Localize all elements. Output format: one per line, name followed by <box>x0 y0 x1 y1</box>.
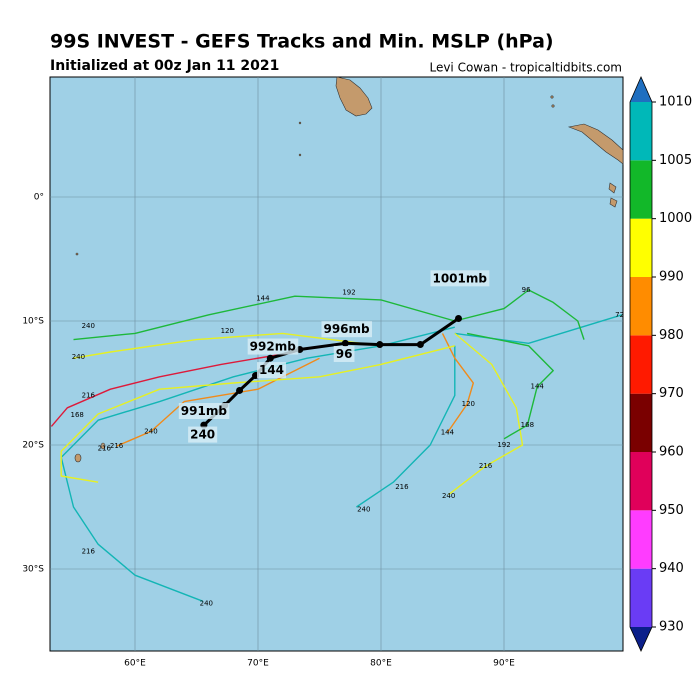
pressure-label: 144 <box>259 363 284 377</box>
track <box>73 295 455 341</box>
colorbar-segment <box>630 277 652 336</box>
hour-label: 240 <box>72 353 85 361</box>
mean-dot <box>416 341 424 349</box>
lat-label: 30°S <box>22 565 44 575</box>
pressure-label: 991mb <box>181 404 228 418</box>
mean-dot <box>341 339 349 347</box>
track <box>466 332 554 440</box>
label-box <box>256 362 287 379</box>
mean-dot <box>236 386 244 394</box>
colorbar-label: 1000 <box>659 211 692 226</box>
colorbar-label: 950 <box>659 503 684 518</box>
track <box>441 333 474 433</box>
hour-label: 216 <box>395 483 409 491</box>
hour-label: 216 <box>98 445 112 453</box>
pressure-label: 1001mb <box>432 271 487 285</box>
lon-label: 60°E <box>124 659 146 669</box>
credit: Levi Cowan - tropicaltidbits.com <box>429 61 622 75</box>
colorbar: 930 940 950 960 970 980 990 1000 1005 1010 <box>629 76 692 652</box>
hour-label: 144 <box>531 383 545 391</box>
label-box <box>178 403 230 420</box>
colorbar-label: 1010 <box>659 95 692 110</box>
colorbar-segment <box>630 218 652 277</box>
labels: 1001mb 996mb 992mb 991mb 96 144 240 <box>178 270 490 443</box>
hour-label: 240 <box>82 322 95 330</box>
colorbar-label: 980 <box>659 328 684 343</box>
hour-label: 192 <box>342 288 355 296</box>
colorbar-segment <box>630 102 652 161</box>
track <box>60 345 455 483</box>
pressure-label: 996mb <box>323 322 370 336</box>
colorbar-over <box>630 77 652 102</box>
subtitle: Initialized at 00z Jan 11 2021 <box>50 58 279 74</box>
lat-label: 10°S <box>22 317 44 327</box>
colorbar-segment <box>630 452 652 511</box>
hour-label: 240 <box>144 427 157 435</box>
colorbar-label: 940 <box>659 561 684 576</box>
pressure-label: 240 <box>190 428 215 442</box>
colorbar-segment <box>630 393 652 452</box>
track <box>50 351 296 427</box>
lon-label: 70°E <box>247 659 269 669</box>
hour-label: 168 <box>521 421 534 429</box>
hour-label: 120 <box>462 400 475 408</box>
lat-label: 20°S <box>22 441 44 451</box>
hour-label: 240 <box>357 505 370 513</box>
ocean <box>49 76 624 652</box>
lat-label: 0° <box>34 193 44 203</box>
hour-label: 216 <box>82 548 96 556</box>
track <box>454 289 585 340</box>
label-box <box>333 345 355 362</box>
colorbar-label: 1005 <box>659 153 692 168</box>
label-box <box>430 270 490 287</box>
hour-label: 216 <box>479 462 493 470</box>
hour-label: 72 <box>615 311 624 319</box>
hour-label: 240 <box>442 492 455 500</box>
mean-dot <box>376 341 384 349</box>
track <box>356 345 456 508</box>
label-box <box>321 321 373 338</box>
colorbar-label: 970 <box>659 386 684 401</box>
title: 99S INVEST - GEFS Tracks and Min. MSLP (… <box>50 31 554 53</box>
colorbar-label: 930 <box>659 620 684 635</box>
lon-label: 80°E <box>370 659 392 669</box>
pressure-label: 96 <box>336 347 353 361</box>
track <box>448 332 524 496</box>
pressure-label: 992mb <box>250 340 297 354</box>
land <box>74 76 624 463</box>
colorbar-segment <box>630 335 652 394</box>
lon-label: 90°E <box>493 659 515 669</box>
colorbar-segment <box>630 160 652 219</box>
hour-label: 216 <box>82 391 96 399</box>
track <box>116 357 320 447</box>
hour-label: 144 <box>441 429 455 437</box>
track <box>454 314 623 344</box>
track <box>73 332 382 359</box>
hour-label: 192 <box>497 441 510 449</box>
colorbar-under <box>630 627 652 651</box>
label-box <box>247 338 299 355</box>
mean-dot <box>266 354 274 362</box>
colorbar-segment <box>630 510 652 569</box>
hour-label: 120 <box>221 327 234 335</box>
hour-label: 144 <box>256 295 270 303</box>
mean-dot <box>454 315 462 323</box>
colorbar-segment <box>630 568 652 627</box>
colorbar-label: 960 <box>659 445 684 460</box>
hour-label: 216 <box>110 442 124 450</box>
hour-label: 96 <box>522 286 531 294</box>
colorbar-label: 990 <box>659 270 684 285</box>
track <box>60 326 455 602</box>
hour-label: 240 <box>200 600 213 608</box>
label-box <box>188 426 218 443</box>
hour-label: 168 <box>71 411 84 419</box>
